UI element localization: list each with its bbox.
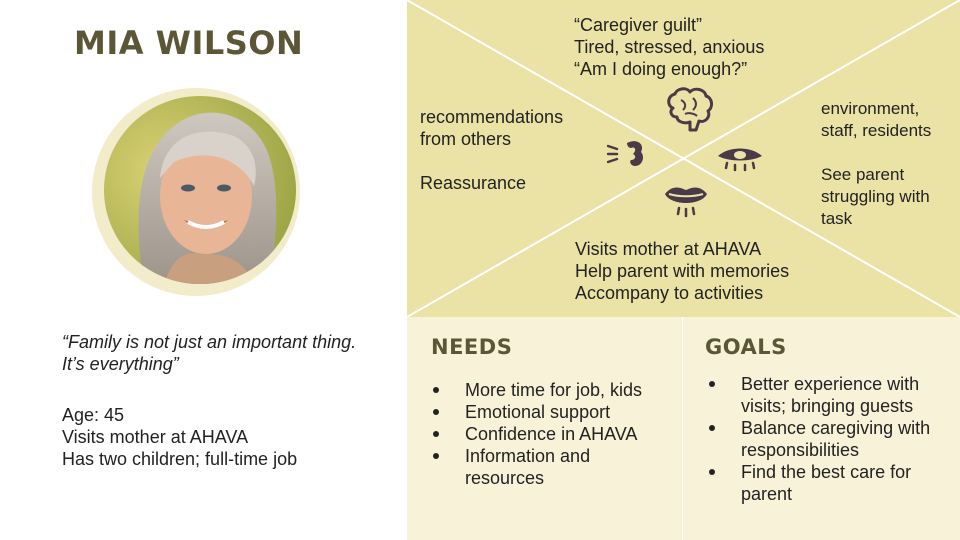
needs-panel: NEEDS More time for job, kids Emotional … <box>407 317 682 540</box>
sees-section: environment, staff, residents See parent… <box>821 98 931 230</box>
thinks-line: Tired, stressed, anxious <box>574 37 765 57</box>
empathy-map: “Caregiver guilt” Tired, stressed, anxio… <box>407 0 960 317</box>
persona-quote: “Family is not just an important thing. … <box>62 332 357 374</box>
does-section: Visits mother at AHAVA Help parent with … <box>575 238 789 304</box>
thinks-section: “Caregiver guilt” Tired, stressed, anxio… <box>574 14 764 80</box>
needs-item: Emotional support <box>429 401 669 423</box>
sees-extra: struggling with <box>821 187 930 206</box>
hears-section: recommendations from others Reassurance <box>420 106 563 194</box>
goals-title: GOALS <box>705 335 787 359</box>
does-line: Visits mother at AHAVA <box>575 239 762 259</box>
does-line: Accompany to activities <box>575 283 764 303</box>
thinks-line: “Am I doing enough?” <box>574 59 748 79</box>
goals-item: Balance caregiving with responsibilities <box>705 417 955 461</box>
goals-item: Find the best care for parent <box>705 461 931 505</box>
goals-panel: GOALS Better experience with visits; bri… <box>683 317 960 540</box>
needs-title: NEEDS <box>431 335 513 359</box>
hears-line: from others <box>420 129 512 149</box>
fact-age: Age: 45 <box>62 405 125 425</box>
does-line: Help parent with memories <box>575 261 790 281</box>
fact-family: Has two children; full-time job <box>62 449 298 469</box>
ear-icon <box>607 141 643 166</box>
mouth-icon <box>665 187 707 218</box>
brain-icon <box>667 87 713 132</box>
hears-line: recommendations <box>420 107 564 127</box>
persona-photo <box>104 96 296 284</box>
sees-line: environment, <box>821 99 920 118</box>
sees-line: staff, residents <box>821 121 932 140</box>
needs-item: More time for job, kids <box>429 379 669 401</box>
needs-item: Confidence in AHAVA <box>429 423 669 445</box>
goals-list: Better experience with visits; bringing … <box>705 373 955 505</box>
persona-name: MIA WILSON <box>74 24 304 62</box>
sees-extra: See parent <box>821 165 905 184</box>
eye-icon <box>718 148 762 172</box>
persona-facts: Age: 45 Visits mother at AHAVA Has two c… <box>62 404 297 470</box>
thinks-line: “Caregiver guilt” <box>574 15 703 35</box>
sees-extra: task <box>821 209 853 228</box>
needs-list: More time for job, kids Emotional suppor… <box>429 379 669 489</box>
needs-item: Information and resources <box>429 445 615 489</box>
empathy-diagonals <box>407 0 960 317</box>
hears-extra: Reassurance <box>420 173 527 193</box>
fact-visits: Visits mother at AHAVA <box>62 427 249 447</box>
goals-item: Better experience with visits; bringing … <box>705 373 955 417</box>
